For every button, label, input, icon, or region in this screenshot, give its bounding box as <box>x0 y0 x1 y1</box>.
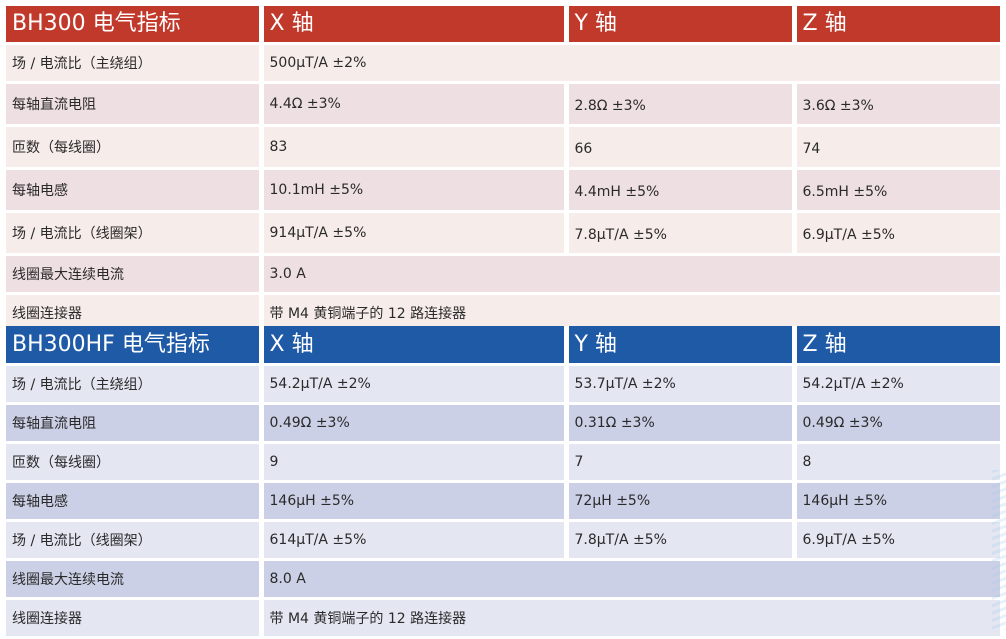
cell-x: 54.2µT/A ±2% <box>258 364 566 405</box>
header-z-axis: Z 轴 <box>791 326 1000 366</box>
cell-y: 2.8Ω ±3% <box>563 82 794 127</box>
row-label: 场 / 电流比（线圈架） <box>6 211 261 256</box>
bh300hf-header-row: BH300HF 电气指标 X 轴 Y 轴 Z 轴 <box>6 326 1000 366</box>
cell-x: 3.0 A <box>258 254 1000 295</box>
cell-x: 83 <box>258 125 566 170</box>
table-row: 场 / 电流比（线圈架） 614µT/A ±5% 7.8µT/A ±5% 6.9… <box>6 520 1000 561</box>
table-row: 每轴电感 10.1mH ±5% 4.4mH ±5% 6.5mH ±5% <box>6 168 1000 213</box>
cell-x: 9 <box>258 442 566 483</box>
cell-y: 72µH ±5% <box>563 481 794 522</box>
cell-z: 146µH ±5% <box>791 481 1000 522</box>
cell-x: 带 M4 黄铜端子的 12 路连接器 <box>258 598 1000 639</box>
row-label: 线圈连接器 <box>6 598 261 639</box>
header-x-axis: X 轴 <box>258 6 566 45</box>
cell-z: 3.6Ω ±3% <box>791 82 1000 127</box>
cell-z: 74 <box>791 125 1000 170</box>
row-label: 匝数（每线圈） <box>6 125 261 170</box>
cell-z: 6.9µT/A ±5% <box>791 211 1000 256</box>
cell-z: 8 <box>791 442 1000 483</box>
table-row: 匝数（每线圈） 9 7 8 <box>6 442 1000 483</box>
cell-x: 500µT/A ±2% <box>258 43 1000 84</box>
cell-y: 7.8µT/A ±5% <box>563 211 794 256</box>
row-label: 每轴电感 <box>6 168 261 213</box>
cell-z: 6.5mH ±5% <box>791 168 1000 213</box>
row-label: 每轴直流电阻 <box>6 403 261 444</box>
row-label: 每轴电感 <box>6 481 261 522</box>
cell-x: 0.49Ω ±3% <box>258 403 566 444</box>
header-y-axis: Y 轴 <box>563 6 794 45</box>
cell-y: 7 <box>563 442 794 483</box>
cell-x: 8.0 A <box>258 559 1000 600</box>
cell-y: 53.7µT/A ±2% <box>563 364 794 405</box>
table-row: 场 / 电流比（主绕组） 500µT/A ±2% <box>6 43 1000 84</box>
cell-y: 0.31Ω ±3% <box>563 403 794 444</box>
cell-z: 0.49Ω ±3% <box>791 403 1000 444</box>
bh300-header-row: BH300 电气指标 X 轴 Y 轴 Z 轴 <box>6 6 1000 45</box>
cell-z: 54.2µT/A ±2% <box>791 364 1000 405</box>
table-row: 线圈连接器 带 M4 黄铜端子的 12 路连接器 <box>6 598 1000 639</box>
header-y-axis: Y 轴 <box>563 326 794 366</box>
table-row: 每轴电感 146µH ±5% 72µH ±5% 146µH ±5% <box>6 481 1000 522</box>
table-row: 线圈最大连续电流 8.0 A <box>6 559 1000 600</box>
table-row: 场 / 电流比（线圈架） 914µT/A ±5% 7.8µT/A ±5% 6.9… <box>6 211 1000 256</box>
cell-x: 614µT/A ±5% <box>258 520 566 561</box>
decorative-pattern <box>992 470 1006 630</box>
cell-x: 914µT/A ±5% <box>258 211 566 256</box>
row-label: 匝数（每线圈） <box>6 442 261 483</box>
bh300-spec-table: BH300 电气指标 X 轴 Y 轴 Z 轴 场 / 电流比（主绕组） 500µ… <box>6 6 1000 334</box>
header-z-axis: Z 轴 <box>791 6 1000 45</box>
row-label: 场 / 电流比（线圈架） <box>6 520 261 561</box>
row-label: 场 / 电流比（主绕组） <box>6 43 261 84</box>
row-label: 线圈最大连续电流 <box>6 254 261 295</box>
cell-y: 4.4mH ±5% <box>563 168 794 213</box>
row-label: 线圈最大连续电流 <box>6 559 261 600</box>
cell-z: 6.9µT/A ±5% <box>791 520 1000 561</box>
cell-y: 7.8µT/A ±5% <box>563 520 794 561</box>
bh300-table-title: BH300 电气指标 <box>6 6 261 45</box>
table-row: 每轴直流电阻 0.49Ω ±3% 0.31Ω ±3% 0.49Ω ±3% <box>6 403 1000 444</box>
header-x-axis: X 轴 <box>258 326 566 366</box>
bh300hf-table-title: BH300HF 电气指标 <box>6 326 261 366</box>
cell-x: 146µH ±5% <box>258 481 566 522</box>
table-row: 每轴直流电阻 4.4Ω ±3% 2.8Ω ±3% 3.6Ω ±3% <box>6 82 1000 127</box>
cell-x: 10.1mH ±5% <box>258 168 566 213</box>
table-row: 场 / 电流比（主绕组） 54.2µT/A ±2% 53.7µT/A ±2% 5… <box>6 364 1000 405</box>
table-row: 匝数（每线圈） 83 66 74 <box>6 125 1000 170</box>
row-label: 每轴直流电阻 <box>6 82 261 127</box>
table-row: 线圈最大连续电流 3.0 A <box>6 254 1000 295</box>
cell-y: 66 <box>563 125 794 170</box>
row-label: 场 / 电流比（主绕组） <box>6 364 261 405</box>
cell-x: 4.4Ω ±3% <box>258 82 566 127</box>
bh300hf-spec-table: BH300HF 电气指标 X 轴 Y 轴 Z 轴 场 / 电流比（主绕组） 54… <box>6 326 1000 639</box>
